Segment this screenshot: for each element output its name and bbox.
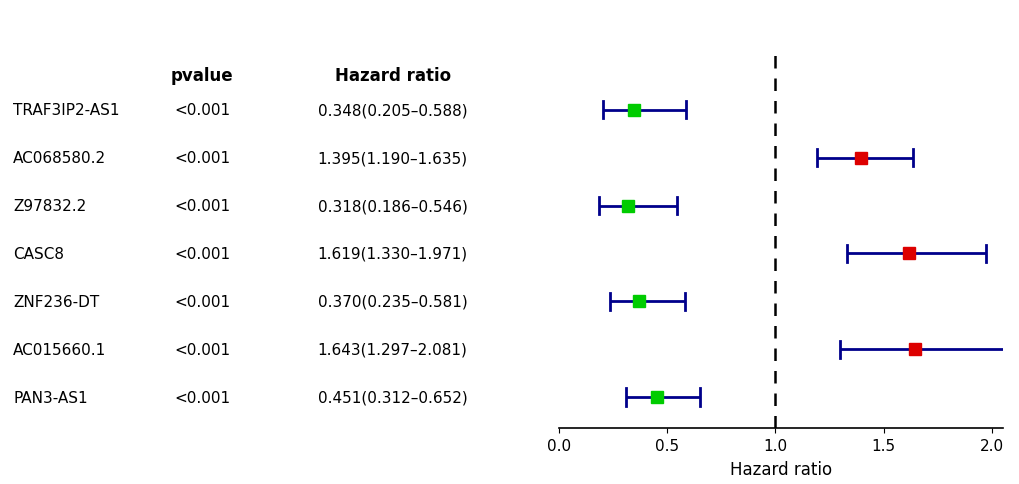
Text: AC015660.1: AC015660.1 [13,342,106,357]
Text: 0.348(0.205–0.588): 0.348(0.205–0.588) [318,103,467,118]
Text: <0.001: <0.001 [173,342,230,357]
X-axis label: Hazard ratio: Hazard ratio [729,460,832,478]
Text: 0.451(0.312–0.652): 0.451(0.312–0.652) [318,390,467,405]
Text: 1.619(1.330–1.971): 1.619(1.330–1.971) [317,246,468,261]
Text: 1.395(1.190–1.635): 1.395(1.190–1.635) [317,151,468,166]
Text: pvalue: pvalue [170,67,233,85]
Text: Hazard ratio: Hazard ratio [334,67,450,85]
Text: <0.001: <0.001 [173,198,230,213]
Text: <0.001: <0.001 [173,103,230,118]
Text: <0.001: <0.001 [173,390,230,405]
Text: 1.643(1.297–2.081): 1.643(1.297–2.081) [318,342,467,357]
Text: TRAF3IP2-AS1: TRAF3IP2-AS1 [13,103,119,118]
Text: 0.318(0.186–0.546): 0.318(0.186–0.546) [318,198,467,213]
Text: ZNF236-DT: ZNF236-DT [13,294,100,309]
Text: <0.001: <0.001 [173,151,230,166]
Text: AC068580.2: AC068580.2 [13,151,106,166]
Text: <0.001: <0.001 [173,294,230,309]
Text: CASC8: CASC8 [13,246,64,261]
Text: Z97832.2: Z97832.2 [13,198,87,213]
Text: <0.001: <0.001 [173,246,230,261]
Text: PAN3-AS1: PAN3-AS1 [13,390,88,405]
Text: 0.370(0.235–0.581): 0.370(0.235–0.581) [318,294,467,309]
